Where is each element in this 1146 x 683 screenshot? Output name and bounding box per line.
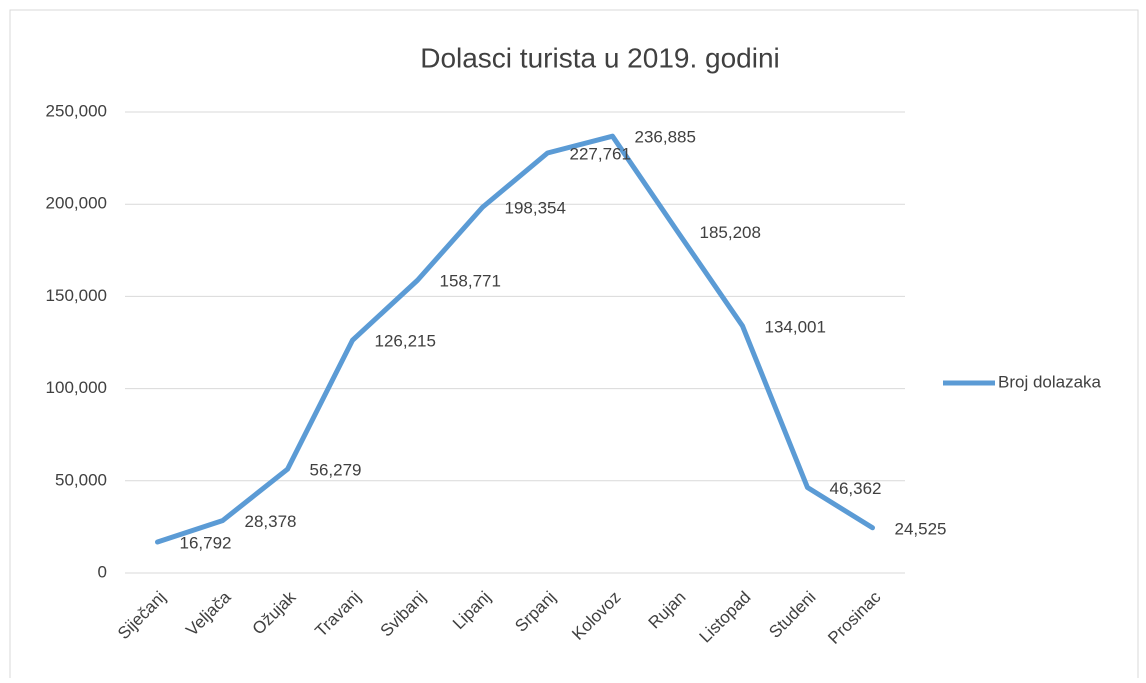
y-tick-label: 200,000 [46,194,107,213]
data-line [155,133,875,545]
y-tick-label: 250,000 [46,101,107,120]
data-label: 185,208 [700,223,761,242]
data-label: 126,215 [375,332,436,351]
y-tick-label: 100,000 [46,378,107,397]
data-label: 227,761 [570,144,631,163]
data-label: 24,525 [895,519,947,538]
chart-title: Dolasci turista u 2019. godini [420,42,780,73]
data-label: 198,354 [505,199,566,218]
legend-label: Broj dolazaka [998,372,1102,391]
data-label: 16,792 [180,534,232,553]
y-tick-label: 50,000 [55,470,107,489]
data-label: 134,001 [765,317,826,336]
data-label: 46,362 [830,479,882,498]
data-label: 28,378 [245,512,297,531]
y-tick-label: 150,000 [46,286,107,305]
data-label: 158,771 [440,272,501,291]
data-label: 236,885 [635,128,696,147]
y-tick-label: 0 [98,562,107,581]
data-label: 56,279 [310,461,362,480]
chart-frame [9,9,1139,681]
